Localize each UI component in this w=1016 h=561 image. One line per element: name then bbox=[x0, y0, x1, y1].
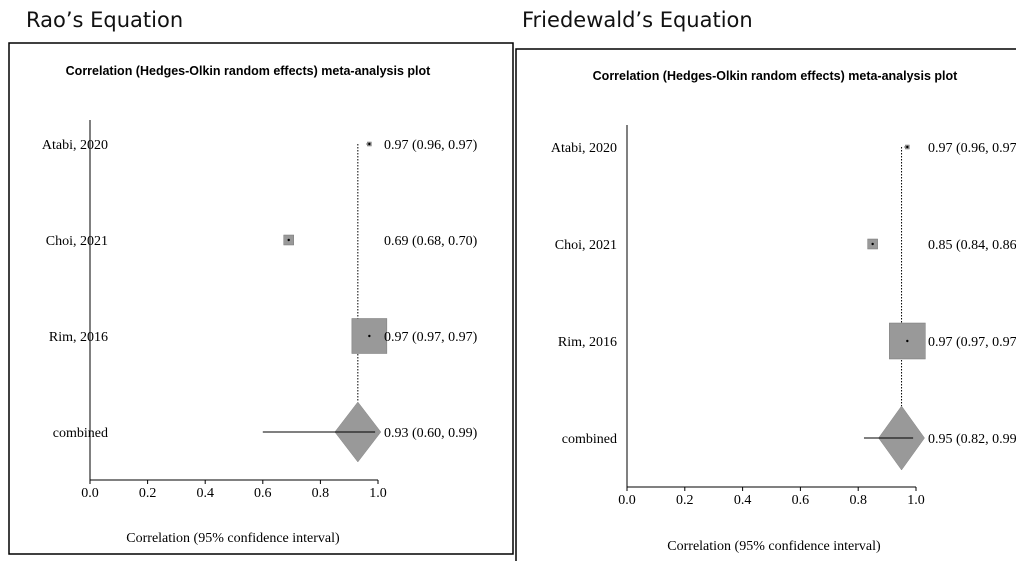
study-label: Atabi, 2020 bbox=[551, 141, 617, 156]
x-tick-label: 1.0 bbox=[369, 486, 387, 501]
plot-title: Correlation (Hedges-Olkin random effects… bbox=[593, 69, 958, 83]
study-ci-text: 0.97 (0.96, 0.97 bbox=[928, 141, 1016, 156]
study-label: Rim, 2016 bbox=[558, 335, 617, 350]
plot-title: Correlation (Hedges-Olkin random effects… bbox=[66, 64, 431, 78]
study-label: Atabi, 2020 bbox=[42, 138, 108, 153]
study-label: Choi, 2021 bbox=[555, 238, 617, 253]
right-panel-header: Friedewald’s Equation bbox=[522, 8, 753, 32]
x-tick-label: 0.2 bbox=[139, 486, 157, 501]
x-tick-label: 0.4 bbox=[734, 493, 752, 508]
x-axis-label: Correlation (95% confidence interval) bbox=[126, 531, 340, 546]
left-panel-header: Rao’s Equation bbox=[26, 8, 184, 32]
study-ci-text: 0.69 (0.68, 0.70) bbox=[384, 234, 478, 249]
x-tick-label: 1.0 bbox=[907, 493, 925, 508]
study-point bbox=[906, 145, 909, 149]
x-tick-label: 0.8 bbox=[849, 493, 867, 508]
x-tick-label: 0.0 bbox=[618, 493, 636, 508]
study-ci-text: 0.97 (0.97, 0.97) bbox=[384, 330, 478, 345]
combined-ci-text: 0.93 (0.60, 0.99) bbox=[384, 426, 478, 441]
study-label: Rim, 2016 bbox=[49, 330, 108, 345]
study-point bbox=[368, 142, 371, 146]
x-tick-label: 0.8 bbox=[312, 486, 330, 501]
study-point bbox=[871, 242, 874, 246]
left-forest-plot: Correlation (Hedges-Olkin random effects… bbox=[42, 64, 478, 546]
study-point bbox=[287, 238, 290, 242]
right-panel-frame bbox=[515, 48, 1016, 561]
x-tick-label: 0.2 bbox=[676, 493, 694, 508]
x-tick-label: 0.0 bbox=[81, 486, 99, 501]
right-forest-plot: Correlation (Hedges-Olkin random effects… bbox=[551, 69, 1016, 554]
study-point bbox=[906, 339, 909, 343]
study-ci-text: 0.85 (0.84, 0.86 bbox=[928, 238, 1016, 253]
study-label: Choi, 2021 bbox=[46, 234, 108, 249]
study-ci-text: 0.97 (0.96, 0.97) bbox=[384, 138, 478, 153]
combined-label: combined bbox=[562, 432, 617, 447]
x-tick-label: 0.6 bbox=[792, 493, 810, 508]
x-axis-label: Correlation (95% confidence interval) bbox=[667, 539, 881, 554]
x-tick-label: 0.6 bbox=[254, 486, 272, 501]
x-tick-label: 0.4 bbox=[196, 486, 214, 501]
study-ci-text: 0.97 (0.97, 0.97 bbox=[928, 335, 1016, 350]
combined-label: combined bbox=[53, 426, 108, 441]
left-panel-frame bbox=[8, 42, 514, 555]
combined-ci-text: 0.95 (0.82, 0.99 bbox=[928, 432, 1016, 447]
study-point bbox=[368, 334, 371, 338]
